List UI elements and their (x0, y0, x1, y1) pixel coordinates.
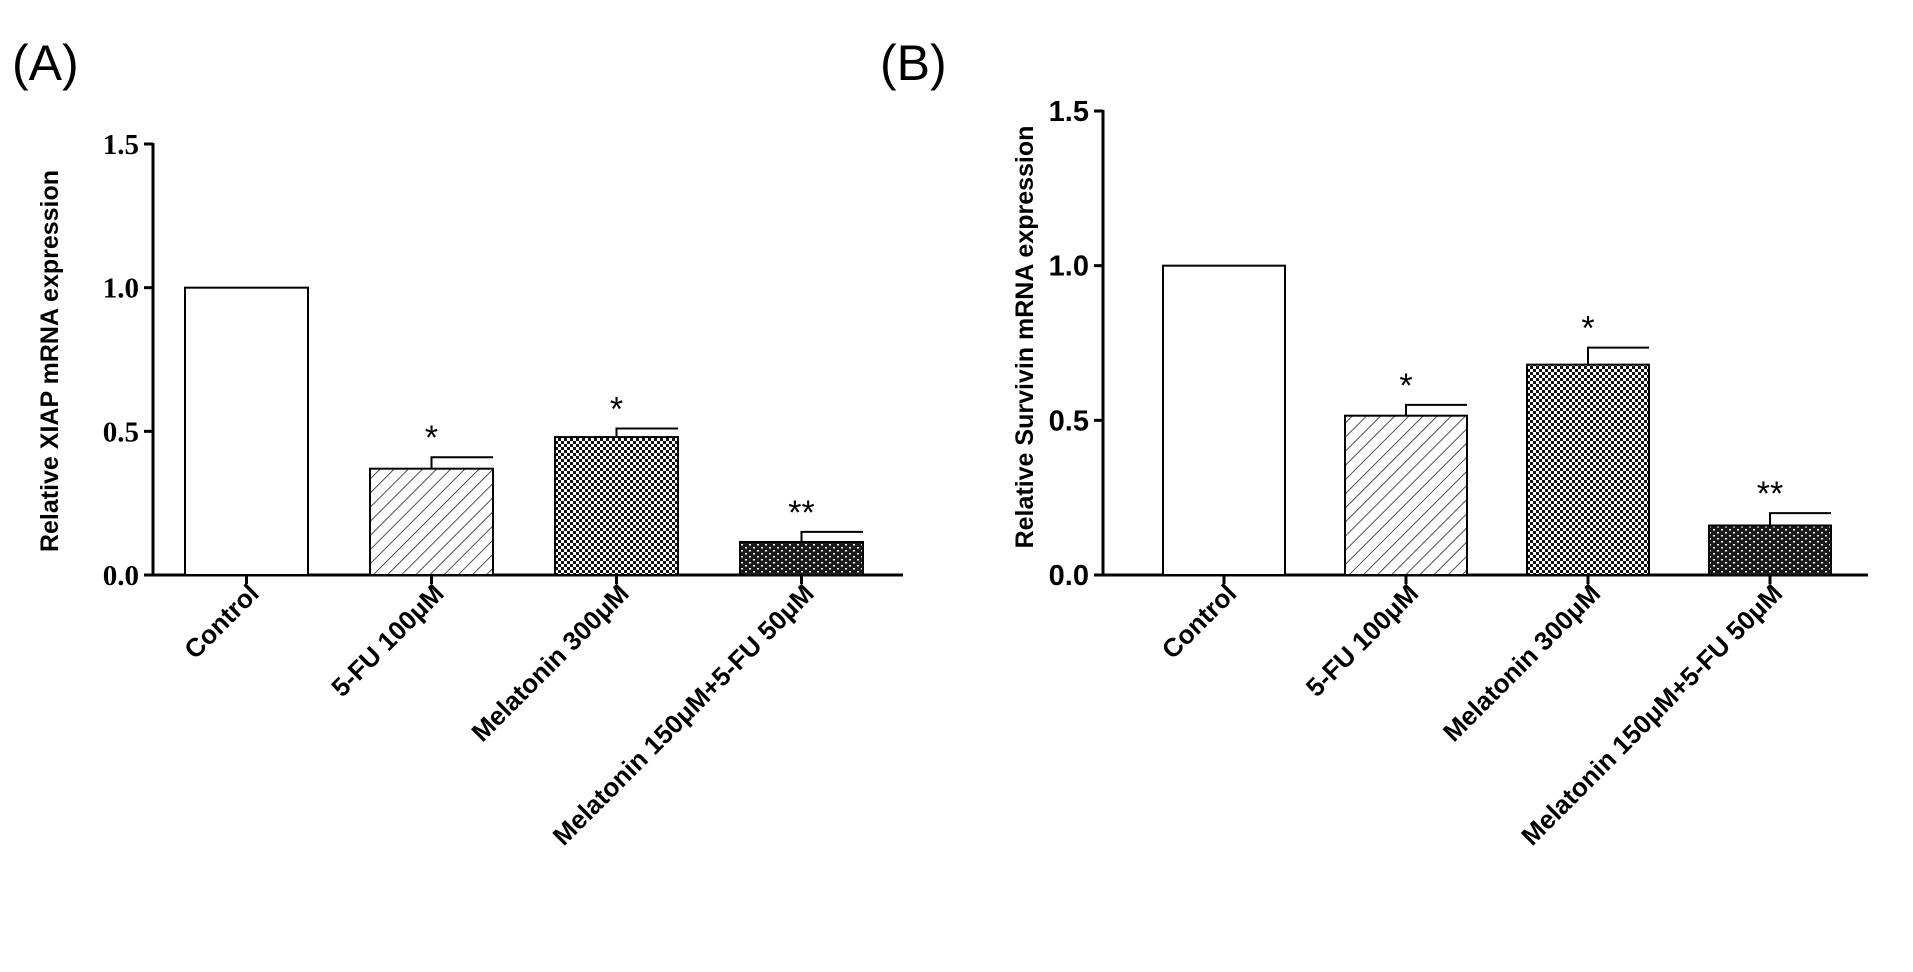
significance-marker: * (1581, 310, 1594, 348)
bar (184, 286, 309, 576)
significance-marker: * (425, 419, 438, 457)
bar (1708, 524, 1832, 576)
panel-b-plot: 0.0 0.5 1.0 1.5 Control * 5-FU 100μM * Melatonin… (1049, 96, 1868, 851)
x-tick-label: 5-FU 100μM (1300, 578, 1424, 702)
significance-marker: ** (788, 494, 814, 532)
panel-a-plot: 0.0 0.5 1.0 1.5 Control * 5-FU 100μM * Melatonin… (103, 129, 903, 851)
y-tick-label: 1.5 (103, 129, 139, 161)
bar (369, 467, 494, 577)
panel-b-label: (B) (880, 35, 947, 91)
x-tick-label: Control (1156, 578, 1243, 665)
y-tick-label: 1.5 (1049, 96, 1089, 128)
y-tick-label: 0.5 (1049, 405, 1089, 437)
significance-marker: * (1399, 367, 1412, 405)
significance-marker: ** (1757, 475, 1783, 513)
x-tick-label: Melatonin 300μM (1437, 578, 1606, 747)
x-tick-label: Control (178, 578, 265, 665)
bar (1344, 414, 1468, 576)
bar (1526, 363, 1650, 576)
significance-marker: * (610, 390, 623, 428)
y-tick-label: 1.0 (103, 273, 139, 305)
y-tick-label: 0.5 (103, 416, 139, 448)
panel-a-label: (A) (12, 35, 79, 91)
bar (739, 540, 864, 576)
x-tick-label: 5-FU 100μM (325, 578, 449, 702)
y-tick-label: 0.0 (103, 560, 139, 592)
panel-b-ylabel: Relative Survivin mRNA expression (1011, 126, 1039, 549)
bar (554, 436, 679, 576)
panel-a: (A) Relative XIAP mRNA expression 0.0 0.5… (12, 35, 903, 851)
y-tick-label: 0.0 (1049, 560, 1089, 592)
y-tick-label: 1.0 (1049, 251, 1089, 283)
panel-b: (B) Relative Survivin mRNA expression 0.… (880, 35, 1868, 851)
x-tick-label: Melatonin 300μM (465, 578, 634, 747)
panel-a-ylabel: Relative XIAP mRNA expression (36, 170, 64, 552)
bar (1162, 264, 1286, 576)
